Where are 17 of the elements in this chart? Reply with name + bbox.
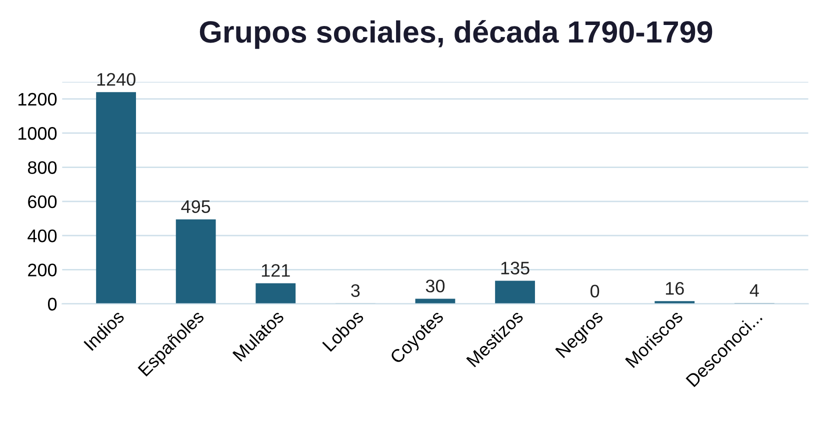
y-tick-label: 1000	[18, 127, 57, 140]
y-tick-label: 800	[28, 161, 57, 174]
data-label: 4	[750, 284, 759, 297]
y-tick-label: 600	[28, 195, 57, 208]
data-label: 0	[590, 284, 600, 298]
data-label: 495	[181, 200, 210, 213]
chart-title: Grupos sociales, década 1790-1799	[200, 20, 712, 49]
data-label: 16	[666, 282, 684, 295]
data-label: 3	[351, 284, 360, 297]
y-tick-label: 400	[28, 229, 57, 242]
data-label: 1240	[97, 73, 136, 86]
y-tick-label: 0	[48, 298, 57, 311]
data-label: 135	[501, 262, 530, 274]
data-label: 121	[262, 264, 290, 277]
y-tick-label: 200	[28, 264, 57, 276]
y-tick-label: 1200	[18, 92, 57, 106]
data-label: 30	[426, 280, 445, 292]
